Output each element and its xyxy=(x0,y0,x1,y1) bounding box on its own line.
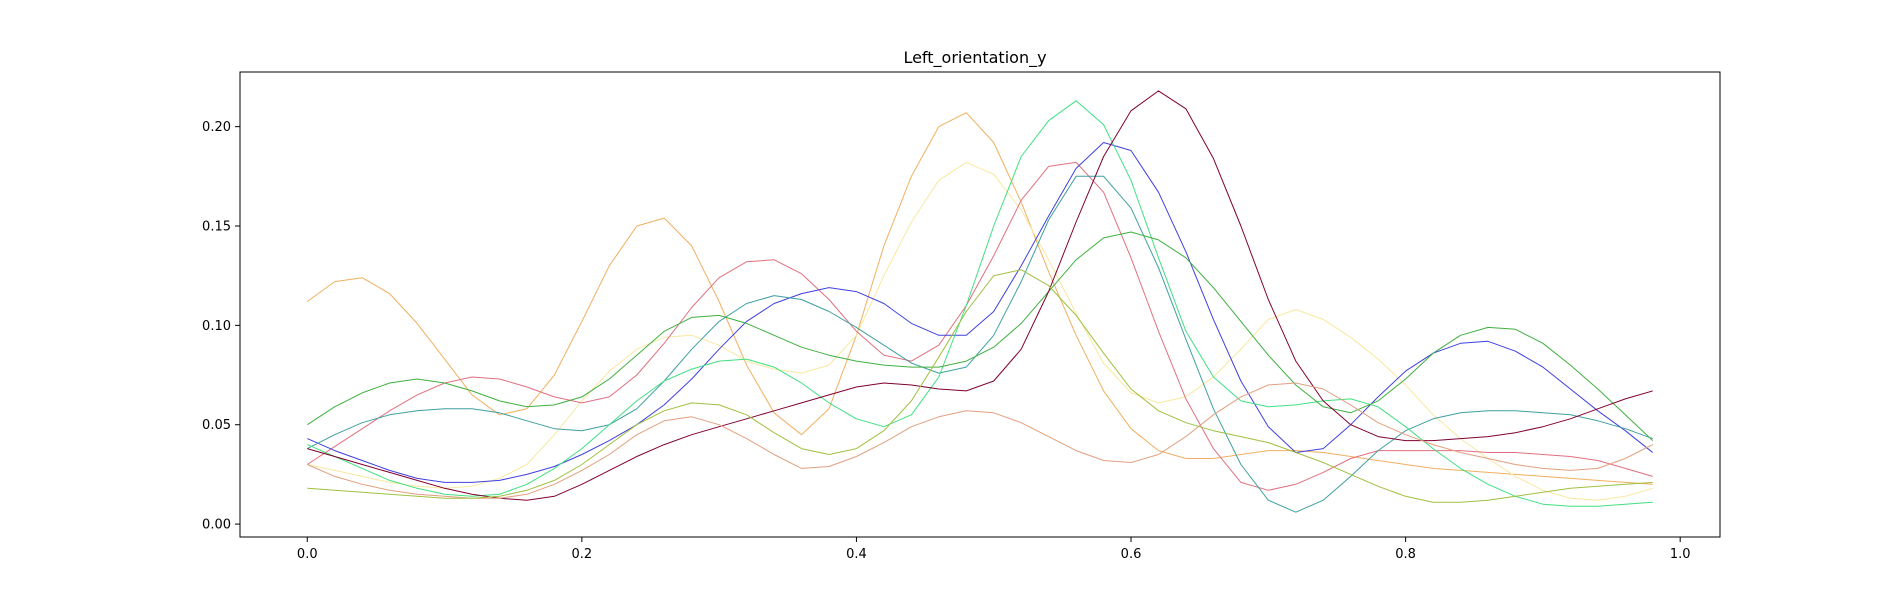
x-tick-label: 0.4 xyxy=(846,547,867,562)
series-line-7 xyxy=(307,231,1654,441)
y-tick-label: 0.15 xyxy=(202,220,231,235)
series-line-1 xyxy=(307,112,1653,485)
y-tick-label: 0.00 xyxy=(202,518,231,533)
x-tick-label: 0.6 xyxy=(1121,547,1142,562)
y-axis: 0.00 0.05 0.10 0.15 0.20 xyxy=(202,120,240,533)
x-tick-label: 1.0 xyxy=(1670,547,1691,562)
x-tick-label: 0.0 xyxy=(297,547,318,562)
x-axis: 0.0 0.2 0.4 0.6 0.8 1.0 xyxy=(297,537,1691,562)
series-line-8 xyxy=(307,90,1653,501)
y-tick-label: 0.20 xyxy=(202,120,231,135)
series-line-4 xyxy=(307,142,1654,483)
series-line-9 xyxy=(307,382,1653,499)
series-layer xyxy=(307,90,1654,513)
series-line-2 xyxy=(307,161,1653,501)
series-line-3 xyxy=(307,161,1653,491)
plot-frame xyxy=(239,71,1721,538)
y-tick-label: 0.10 xyxy=(202,319,231,334)
series-line-10 xyxy=(307,269,1653,503)
x-tick-label: 0.8 xyxy=(1395,547,1416,562)
series-line-5 xyxy=(307,175,1653,513)
x-tick-label: 0.2 xyxy=(572,547,593,562)
y-tick-label: 0.05 xyxy=(202,418,231,433)
series-line-6 xyxy=(307,100,1653,507)
chart-title: Left_orientation_y xyxy=(903,48,1046,68)
